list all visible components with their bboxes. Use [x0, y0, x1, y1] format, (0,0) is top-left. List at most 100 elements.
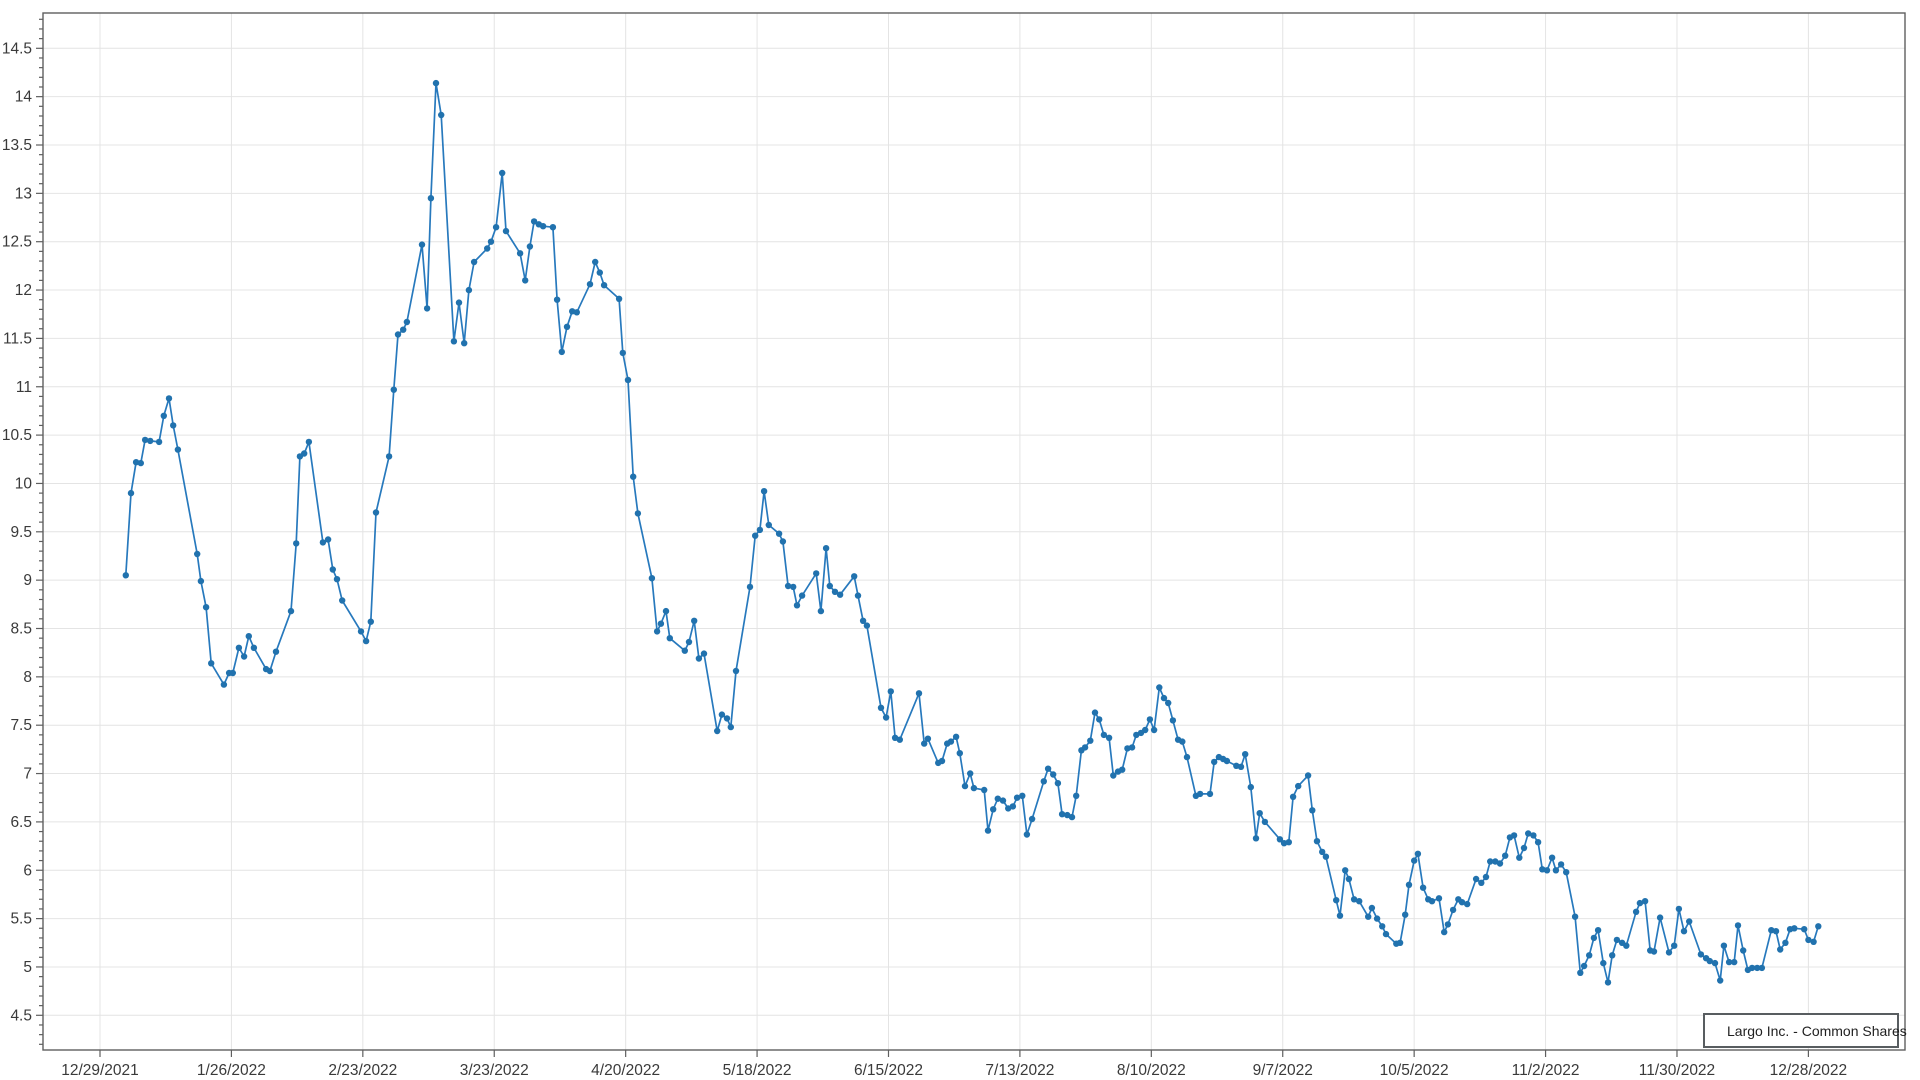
- data-point-marker: [1044, 765, 1052, 772]
- data-point-marker: [1464, 900, 1471, 908]
- y-tick-label: 12: [15, 282, 32, 299]
- data-point-marker: [596, 269, 603, 276]
- x-tick-label: 4/20/2022: [591, 1062, 660, 1079]
- data-point-marker: [877, 704, 885, 711]
- data-point-marker: [798, 592, 806, 599]
- data-point-marker: [765, 521, 772, 529]
- data-point-marker: [530, 218, 538, 225]
- x-tick-label: 11/2/2022: [1512, 1062, 1580, 1079]
- data-point-marker: [1810, 938, 1817, 945]
- data-point-marker: [685, 638, 693, 646]
- data-point-marker: [1179, 738, 1186, 745]
- data-point-marker: [484, 245, 491, 252]
- data-point-marker: [1313, 838, 1321, 845]
- data-point-marker: [450, 338, 458, 345]
- series-line: [124, 82, 1820, 984]
- data-point-marker: [851, 573, 858, 580]
- data-point-marker: [666, 635, 673, 642]
- data-point-marker: [822, 545, 830, 552]
- data-point-marker: [1782, 939, 1789, 946]
- data-point-marker: [208, 660, 215, 667]
- data-point-marker: [492, 224, 500, 231]
- data-point-marker: [1146, 716, 1154, 723]
- data-point-marker: [1748, 964, 1756, 972]
- data-point-marker: [1350, 896, 1358, 903]
- data-point-marker: [947, 738, 955, 745]
- data-point-marker: [1073, 792, 1080, 799]
- data-point-marker: [549, 224, 557, 231]
- data-point-marker: [1711, 959, 1719, 967]
- data-point-marker: [1009, 803, 1017, 810]
- x-tick-label: 10/5/2022: [1380, 1062, 1449, 1079]
- data-point-marker: [836, 591, 844, 598]
- data-point-marker: [1604, 979, 1612, 986]
- data-point-marker: [718, 711, 726, 718]
- data-point-marker: [573, 309, 580, 316]
- data-point-marker: [329, 566, 336, 573]
- y-tick-label: 14.5: [2, 40, 32, 57]
- data-point-marker: [1211, 758, 1218, 766]
- data-point-marker: [1458, 899, 1466, 906]
- data-point-marker: [1156, 684, 1163, 691]
- data-point-marker: [859, 617, 867, 624]
- data-point-marker: [970, 784, 978, 792]
- data-point-marker: [1435, 895, 1443, 902]
- data-point-marker: [385, 453, 393, 460]
- data-point-marker: [1777, 946, 1784, 953]
- legend[interactable]: Largo Inc. - Common Shares: [1703, 1013, 1907, 1048]
- data-point-marker: [695, 655, 703, 662]
- data-point-marker: [155, 438, 163, 446]
- data-point-marker: [752, 532, 759, 539]
- y-tick-label: 13: [15, 185, 32, 202]
- data-point-marker: [1609, 952, 1616, 959]
- data-point-marker: [1731, 958, 1738, 966]
- data-point-marker: [1805, 936, 1812, 944]
- data-point-marker: [887, 688, 894, 695]
- data-point-marker: [746, 583, 754, 591]
- data-point-marker: [1586, 952, 1593, 959]
- data-point-marker: [465, 286, 473, 294]
- data-point-marker: [1100, 731, 1108, 739]
- data-point-marker: [461, 340, 468, 347]
- data-point-marker: [700, 650, 708, 657]
- data-point-marker: [1510, 832, 1518, 839]
- data-point-marker: [938, 757, 946, 765]
- data-point-marker: [1686, 918, 1693, 925]
- data-point-marker: [981, 786, 988, 794]
- y-tick-label: 9: [23, 572, 32, 589]
- x-tick-label: 2/23/2022: [328, 1062, 397, 1079]
- data-point-marker: [122, 572, 129, 579]
- data-point-marker: [1150, 726, 1158, 734]
- data-point-marker: [657, 620, 665, 627]
- data-point-marker: [956, 750, 963, 757]
- data-point-marker: [1675, 905, 1683, 913]
- data-point-marker: [1169, 717, 1177, 724]
- data-point-marker: [691, 617, 698, 624]
- data-point-marker: [1577, 969, 1584, 976]
- data-point-marker: [863, 622, 871, 629]
- y-tick-label: 9.5: [10, 524, 32, 541]
- data-point-marker: [235, 644, 243, 651]
- data-point-marker: [1342, 867, 1349, 874]
- data-point-marker: [272, 648, 280, 655]
- data-point-marker: [813, 570, 820, 577]
- data-point-marker: [229, 669, 236, 677]
- y-tick-label: 5.5: [10, 911, 32, 928]
- data-point-marker: [1087, 737, 1094, 744]
- data-point-marker: [826, 582, 833, 590]
- data-point-marker: [1019, 792, 1026, 799]
- data-point-marker: [1054, 780, 1062, 787]
- data-point-marker: [1414, 850, 1422, 857]
- data-point-marker: [502, 227, 510, 235]
- data-point-marker: [831, 588, 839, 595]
- data-point-marker: [1754, 964, 1761, 972]
- data-point-marker: [287, 607, 295, 615]
- data-point-marker: [553, 296, 561, 303]
- data-point-marker: [994, 795, 1001, 802]
- data-point-marker: [1520, 844, 1528, 852]
- data-point-marker: [592, 258, 599, 266]
- data-point-marker: [882, 714, 890, 721]
- data-point-marker: [202, 604, 210, 611]
- data-point-marker: [558, 348, 565, 356]
